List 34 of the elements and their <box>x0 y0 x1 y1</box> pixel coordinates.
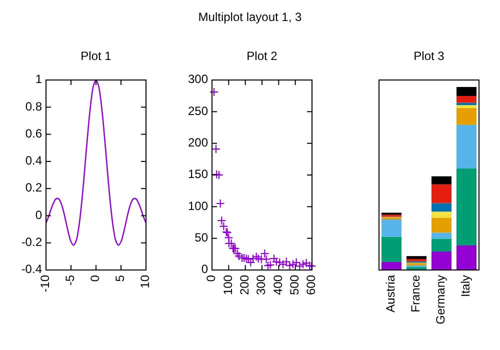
y-tick-label: 300 <box>188 72 208 86</box>
x-tick-label: -5 <box>63 274 78 286</box>
x-tick-label: 100 <box>220 274 235 296</box>
x-tick-label: 5 <box>113 274 128 282</box>
chart-title: Plot 3 <box>414 49 445 63</box>
x-tick-label: 0 <box>88 274 102 282</box>
x-tick-label: 200 <box>238 274 252 296</box>
x-tick-label: 400 <box>270 274 285 296</box>
y-tick-label: 0 <box>35 208 42 222</box>
chart-title: Plot 2 <box>246 49 278 63</box>
x-tick-label: Austria <box>384 274 398 312</box>
y-tick-label: 0.6 <box>25 126 42 140</box>
chart-title: Plot 1 <box>80 49 112 63</box>
y-tick-label: 0.4 <box>25 154 42 168</box>
x-tick-label: -10 <box>38 274 52 292</box>
x-tick-label: 500 <box>288 274 302 296</box>
y-tick-label: 50 <box>194 230 208 245</box>
y-tick-label: 200 <box>188 136 208 150</box>
x-tick-label: 10 <box>138 274 152 288</box>
y-tick-label: -0.4 <box>21 262 42 276</box>
x-tick-label: 300 <box>254 274 268 296</box>
y-tick-label: 100 <box>188 198 208 213</box>
x-tick-label: Germany <box>434 275 448 324</box>
x-tick-label: 600 <box>304 274 318 296</box>
y-tick-label: 0.2 <box>25 180 42 195</box>
text: Multiplot layout 1, 3 <box>198 10 302 24</box>
x-tick-label: 0 <box>204 274 218 282</box>
y-tick-label: 250 <box>188 104 208 118</box>
x-tick-label: Italy <box>458 275 473 298</box>
y-tick-label: 1 <box>35 72 42 86</box>
y-tick-label: -0.2 <box>21 235 42 250</box>
y-tick-label: 150 <box>188 167 208 182</box>
x-tick-label: France <box>408 274 423 312</box>
y-tick-label: 0.8 <box>25 99 42 114</box>
